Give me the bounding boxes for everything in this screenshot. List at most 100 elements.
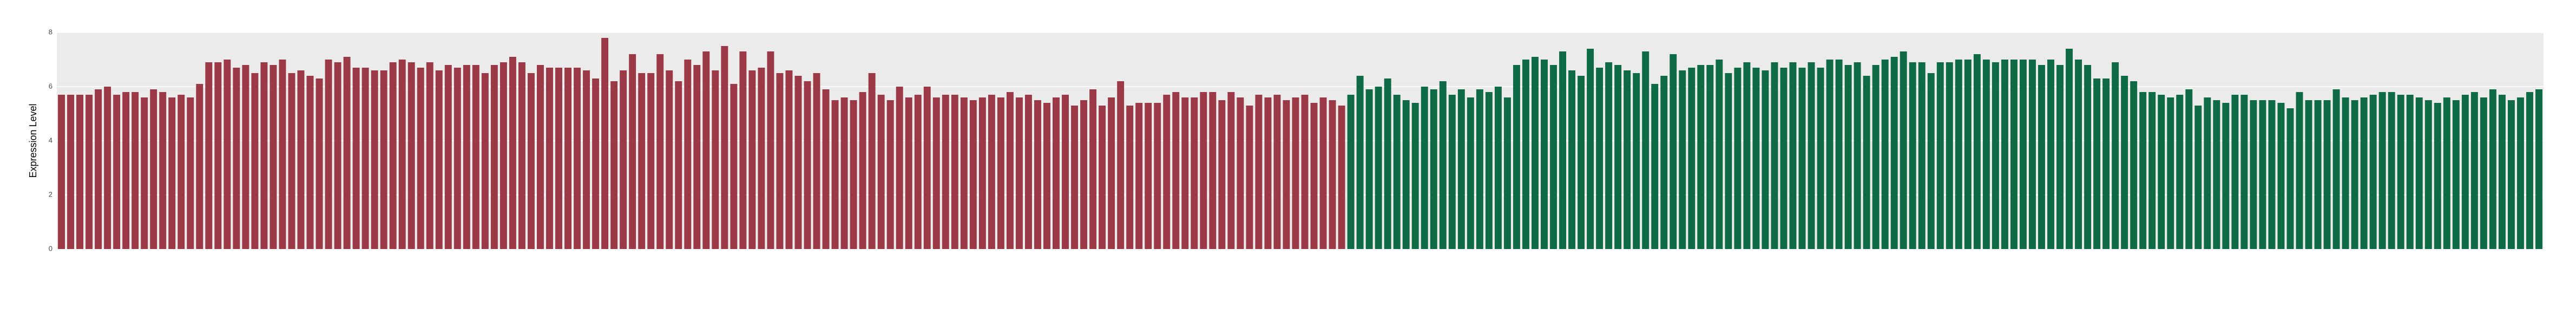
bar [988,95,995,249]
bar [58,95,65,249]
bar [629,54,636,249]
bar [1154,103,1161,249]
bar [2019,60,2027,249]
bar [822,89,830,249]
bar [748,70,756,249]
bar [1375,87,1382,249]
bar [1200,92,1207,249]
bar [537,65,544,249]
bar [2397,95,2404,249]
bar [1301,95,1309,249]
bar [1292,97,1299,249]
bar [2139,92,2147,249]
bar [2250,100,2257,249]
bar [1034,100,1041,249]
bar [509,57,516,249]
bar [2516,97,2524,249]
bar [343,57,351,249]
bar [168,97,176,249]
bar [1393,95,1401,249]
bar [1181,97,1189,249]
bar [1273,95,1281,249]
bar [2102,78,2110,249]
bar [1605,62,1613,249]
bar [1550,65,1557,249]
bar [95,89,102,249]
bar [1237,97,1244,249]
bar [1863,76,1870,249]
bar [1743,62,1751,249]
bar [1844,65,1852,249]
bar [1587,49,1594,249]
bar [1062,95,1069,249]
bar [1338,106,1345,249]
bar [620,70,627,249]
bar [2167,97,2174,249]
bar [1633,73,1640,249]
bar [2323,100,2331,249]
bar [334,62,341,249]
bar [1752,68,1760,249]
bar [490,65,498,249]
bar [601,38,609,249]
bar [371,70,378,249]
y-tick-label: 4 [49,136,52,144]
bar [426,62,433,249]
bar [656,54,664,249]
bar [693,65,701,249]
bar [951,95,958,249]
bar [122,92,130,249]
bar [730,84,738,249]
bar [472,65,479,249]
bar [923,87,931,249]
bar [2507,100,2515,249]
bar [1817,68,1824,249]
bar [1264,97,1272,249]
bar [638,73,646,249]
bar [1283,100,1290,249]
bar [86,95,93,249]
bar [352,68,360,249]
bar [463,65,470,249]
bar [1771,62,1778,249]
bar [1614,65,1622,249]
bar [583,70,590,249]
bar [2314,100,2322,249]
bar [610,81,618,249]
bar [914,95,922,249]
bar [1918,62,1926,249]
bar [481,73,489,249]
bar [1099,106,1106,249]
bar [2185,89,2193,249]
bar [978,97,986,249]
bar [1347,95,1355,249]
bar [840,97,848,249]
bar [767,51,774,249]
bar [2001,60,2008,249]
bar [454,68,461,249]
bar [1559,51,1566,249]
bar [2360,97,2368,249]
bar [2461,95,2469,249]
bar [675,81,682,249]
bar [896,87,903,249]
bar [776,73,784,249]
bar [1854,62,1861,249]
bar [813,73,820,249]
bar [831,100,839,249]
bar [2415,97,2423,249]
bar [435,70,443,249]
bar [1927,73,1935,249]
bar [1973,54,1981,249]
bar [1494,87,1502,249]
bar [2443,97,2450,249]
bar [2112,62,2119,249]
bar [2535,89,2542,249]
bar [260,62,268,249]
bar [1053,97,1060,249]
bar [270,65,277,249]
bar [1872,65,1880,249]
bar [2194,106,2202,249]
bar [398,60,406,249]
bar [712,70,719,249]
